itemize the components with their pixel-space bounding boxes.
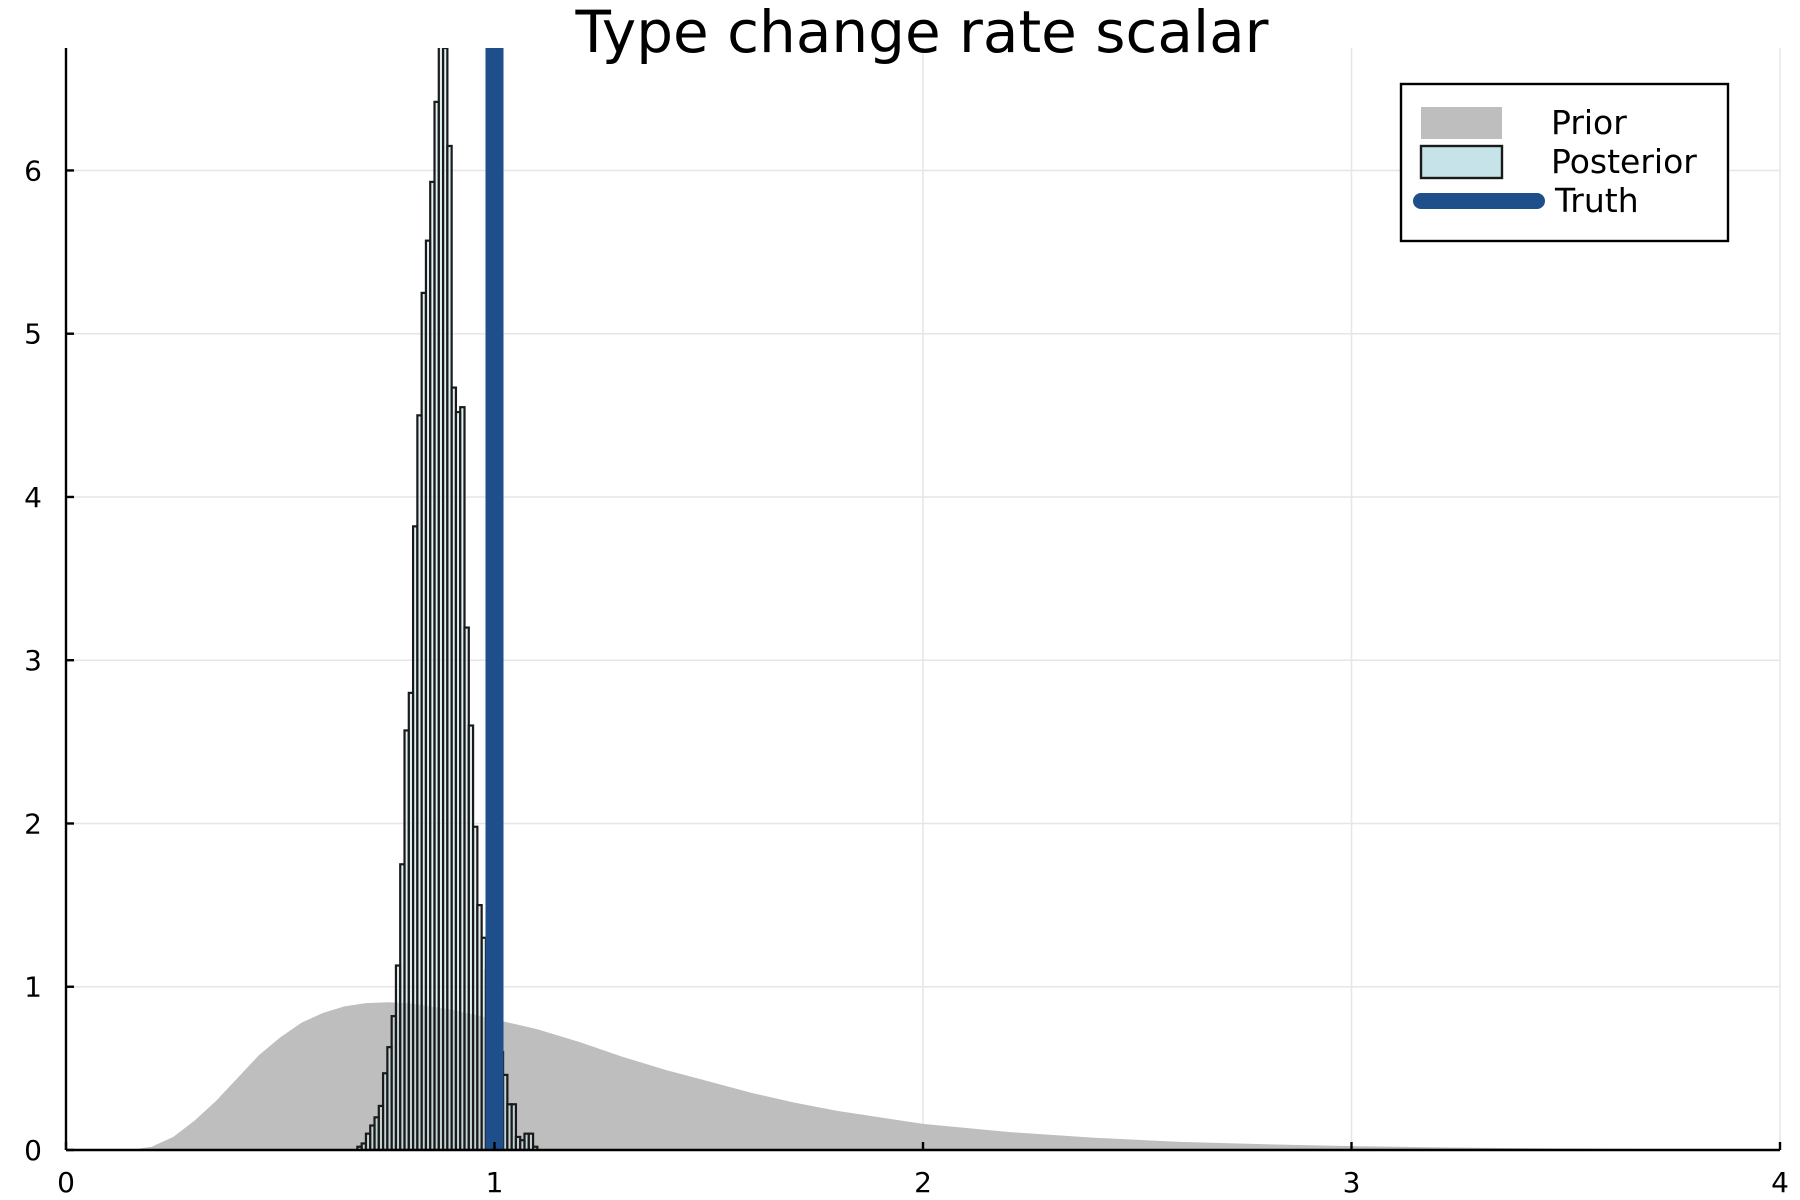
x-tick-label: 4 (1771, 1166, 1789, 1199)
posterior-bar (531, 1145, 539, 1150)
y-tick-label: 2 (24, 807, 42, 840)
y-tick-label: 5 (24, 318, 42, 351)
legend-swatch-prior (1421, 107, 1502, 139)
y-tick-label: 3 (24, 644, 42, 677)
legend-label: Posterior (1551, 142, 1697, 181)
x-tick-label: 3 (1343, 1166, 1361, 1199)
axes (64, 48, 1782, 1152)
y-tick-label: 1 (24, 971, 42, 1004)
x-tick-label: 0 (57, 1166, 75, 1199)
y-tick-label: 0 (24, 1134, 42, 1167)
legend-label: Truth (1554, 181, 1639, 220)
x-tick-label: 2 (914, 1166, 932, 1199)
legend-label: Prior (1551, 103, 1627, 142)
posterior-histogram (356, 48, 539, 1150)
legend-swatch-posterior (1419, 144, 1504, 180)
y-tick-label: 6 (24, 154, 42, 187)
x-tick-label: 1 (486, 1166, 504, 1199)
y-tick-label: 4 (24, 481, 42, 514)
chart-title: Type change rate scalar (575, 0, 1269, 66)
tick-labels: 0 1 2 3 4 0 1 2 3 4 5 6 (24, 154, 1789, 1199)
